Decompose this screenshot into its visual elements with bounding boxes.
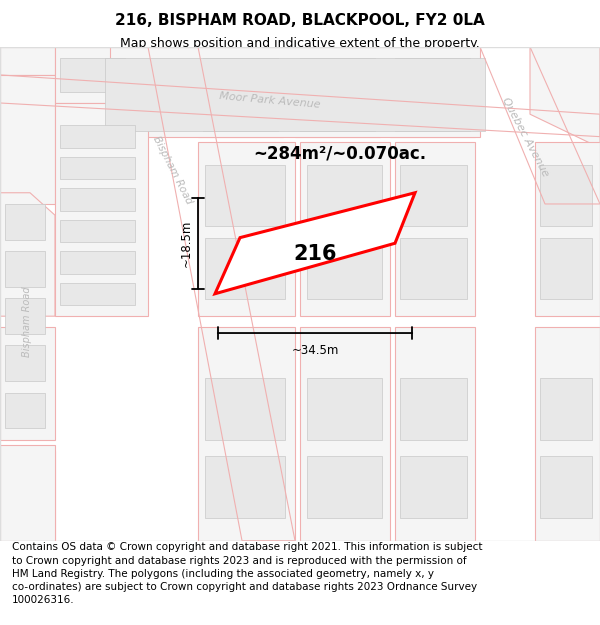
Bar — [105, 58, 485, 131]
Bar — [5, 298, 45, 334]
Polygon shape — [0, 47, 55, 204]
Bar — [5, 204, 45, 240]
Bar — [205, 238, 285, 299]
Text: Map shows position and indicative extent of the property.: Map shows position and indicative extent… — [120, 36, 480, 49]
Polygon shape — [480, 47, 600, 204]
Bar — [540, 238, 592, 299]
Bar — [300, 58, 375, 131]
Polygon shape — [395, 142, 475, 316]
Polygon shape — [198, 47, 283, 137]
Bar — [60, 157, 135, 179]
Bar — [307, 165, 382, 226]
Bar — [5, 251, 45, 287]
Polygon shape — [55, 103, 148, 316]
Text: ~34.5m: ~34.5m — [292, 344, 338, 357]
Polygon shape — [0, 445, 55, 541]
Bar — [60, 188, 135, 211]
Bar — [203, 58, 278, 131]
Bar — [205, 165, 285, 226]
Polygon shape — [0, 328, 55, 439]
Polygon shape — [295, 47, 380, 137]
Text: Moor Park Avenue: Moor Park Avenue — [219, 91, 321, 110]
Polygon shape — [395, 328, 475, 541]
Bar — [60, 282, 135, 305]
Text: Bispham Road: Bispham Road — [22, 286, 32, 357]
Bar — [60, 251, 135, 274]
Text: 216, BISPHAM ROAD, BLACKPOOL, FY2 0LA: 216, BISPHAM ROAD, BLACKPOOL, FY2 0LA — [115, 13, 485, 28]
Polygon shape — [390, 47, 475, 137]
Bar — [395, 58, 470, 131]
Bar — [307, 456, 382, 518]
Bar — [205, 456, 285, 518]
Bar — [205, 378, 285, 439]
Text: Quebec Avenue: Quebec Avenue — [500, 96, 550, 178]
Bar — [307, 378, 382, 439]
Polygon shape — [148, 47, 295, 541]
Bar — [540, 378, 592, 439]
Text: ~284m²/~0.070ac.: ~284m²/~0.070ac. — [253, 144, 427, 162]
Polygon shape — [300, 142, 390, 316]
Polygon shape — [198, 328, 295, 541]
Polygon shape — [0, 75, 55, 204]
Polygon shape — [535, 328, 600, 541]
Polygon shape — [0, 75, 600, 137]
Bar — [400, 378, 467, 439]
Bar — [60, 58, 125, 92]
Text: Contains OS data © Crown copyright and database right 2021. This information is : Contains OS data © Crown copyright and d… — [12, 542, 482, 605]
Polygon shape — [215, 192, 415, 294]
Polygon shape — [110, 47, 480, 137]
Bar — [400, 456, 467, 518]
Bar — [60, 126, 135, 148]
Polygon shape — [535, 142, 600, 316]
Polygon shape — [198, 142, 295, 316]
Bar — [5, 392, 45, 428]
Text: Bispham Road: Bispham Road — [151, 134, 193, 206]
Text: 216: 216 — [293, 244, 337, 264]
Bar — [60, 219, 135, 242]
Polygon shape — [55, 47, 148, 103]
Bar — [5, 346, 45, 381]
Polygon shape — [0, 47, 55, 75]
Polygon shape — [0, 192, 55, 316]
Bar — [307, 238, 382, 299]
Text: ~18.5m: ~18.5m — [180, 219, 193, 267]
Bar — [400, 238, 467, 299]
Bar — [400, 165, 467, 226]
Polygon shape — [300, 328, 390, 541]
Bar — [540, 456, 592, 518]
Bar — [540, 165, 592, 226]
Polygon shape — [0, 451, 55, 541]
Polygon shape — [530, 47, 600, 148]
